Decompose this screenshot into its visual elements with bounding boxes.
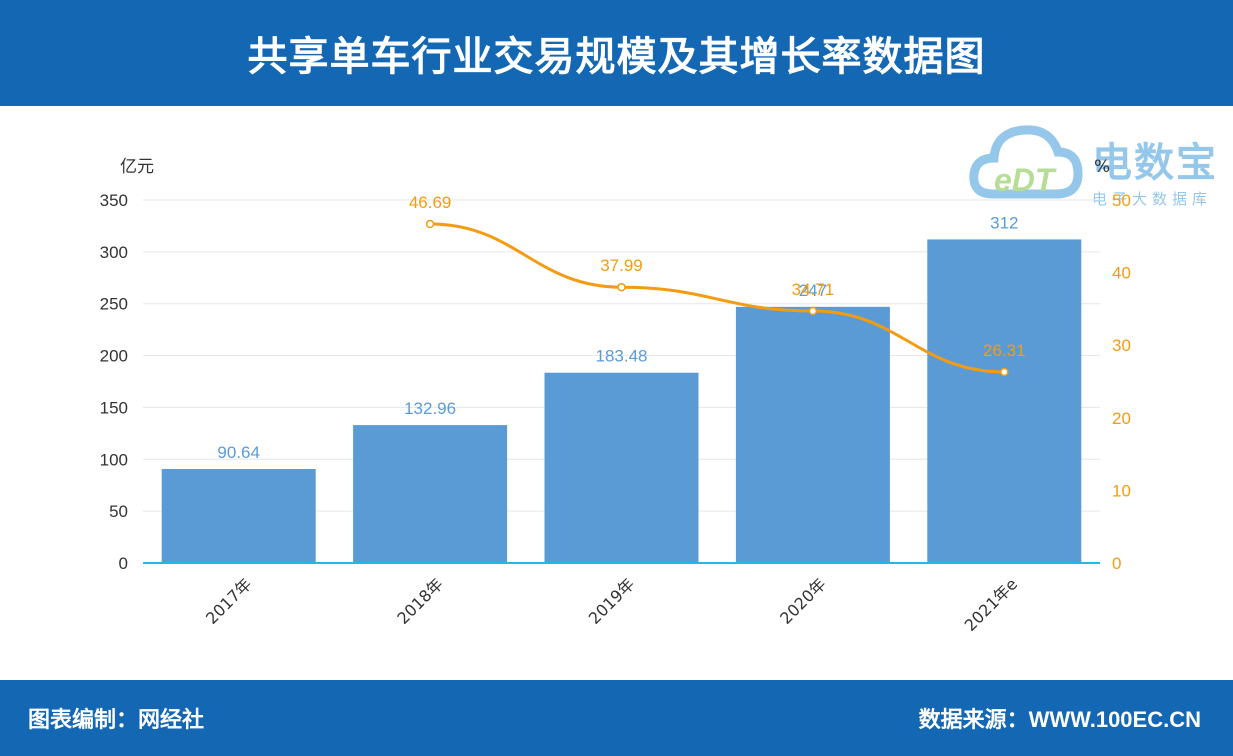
y-left-tick-label: 300 [100, 243, 128, 262]
y-right-tick-label: 0 [1112, 554, 1121, 573]
y-right-tick-label: 40 [1112, 264, 1131, 283]
bar-data-label: 312 [990, 213, 1018, 232]
y-left-tick-label: 50 [109, 502, 128, 521]
bar [735, 306, 890, 563]
page-title: 共享单车行业交易规模及其增长率数据图 [247, 35, 986, 79]
bar [544, 372, 699, 563]
line-data-label: 26.31 [983, 341, 1026, 360]
x-tick-label: 2018年 [393, 574, 447, 628]
y-left-tick-label: 0 [119, 554, 128, 573]
line-data-label: 46.69 [409, 193, 452, 212]
y-right-tick-label: 20 [1112, 409, 1131, 428]
line-point [808, 306, 818, 316]
footer-source-editor: 图表编制：网经社 [28, 707, 205, 732]
bar [353, 425, 508, 563]
growth-rate-line [430, 222, 1005, 374]
y-right-tick-label: 50 [1112, 191, 1131, 210]
title-banner: 共享单车行业交易规模及其增长率数据图 [0, 0, 1233, 106]
x-tick-label: 2020年 [776, 574, 830, 628]
y-left-unit: 亿元 [120, 157, 154, 177]
logo-text: eDT [994, 162, 1055, 198]
y-left-tick-label: 200 [100, 347, 128, 366]
y-left-tick-label: 150 [100, 398, 128, 417]
y-right-unit: % [1094, 157, 1110, 177]
y-right-tick-label: 10 [1112, 481, 1131, 500]
watermark-sub: 电子大数据库 [1092, 191, 1213, 208]
line-data-label: 37.99 [600, 256, 643, 275]
chart-area: 0 50 100 150 200 250 300 350 0 10 20 30 40 50 亿元 % 90.64… [100, 157, 1131, 635]
bar-data-label: 132.96 [404, 399, 456, 418]
line-data-label: 34.71 [792, 280, 835, 299]
bar-data-label: 183.48 [596, 347, 648, 366]
footer-data-source: 数据来源：WWW.100EC.CN [918, 707, 1201, 732]
cloud-icon [969, 125, 1083, 199]
y-right-tick-label: 30 [1112, 336, 1131, 355]
y-left-tick-label: 350 [100, 191, 128, 210]
x-tick-label: 2021年e [961, 574, 1022, 635]
bar [927, 239, 1082, 563]
bar [161, 468, 316, 563]
bar-data-label: 90.64 [217, 443, 260, 462]
x-tick-label: 2017年 [202, 574, 256, 628]
y-left-tick-label: 100 [100, 450, 128, 469]
y-left-tick-label: 250 [100, 295, 128, 314]
x-tick-label: 2019年 [585, 574, 639, 628]
line-point [617, 282, 626, 292]
watermark-brand: 电数宝 [1092, 141, 1218, 185]
watermark-logo: eDT 电数宝 电子大数据库 [968, 116, 1228, 216]
bar-data-label: 247 [799, 281, 827, 300]
footer-banner: 图表编制：网经社 数据来源：WWW.100EC.CN [0, 680, 1233, 756]
line-point [1000, 367, 1009, 377]
line-point [425, 219, 435, 229]
